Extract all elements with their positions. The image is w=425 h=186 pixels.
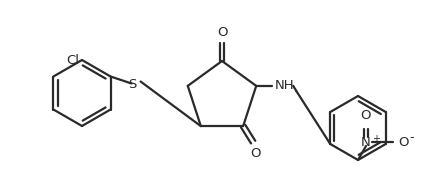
Text: Cl: Cl xyxy=(66,54,79,67)
Text: -: - xyxy=(409,132,414,145)
Text: O: O xyxy=(398,135,408,148)
Text: N: N xyxy=(361,135,371,148)
Text: NH: NH xyxy=(275,79,295,92)
Text: O: O xyxy=(217,26,227,39)
Text: O: O xyxy=(250,147,261,160)
Text: O: O xyxy=(361,109,371,122)
Text: S: S xyxy=(128,78,137,91)
Text: +: + xyxy=(372,134,380,144)
